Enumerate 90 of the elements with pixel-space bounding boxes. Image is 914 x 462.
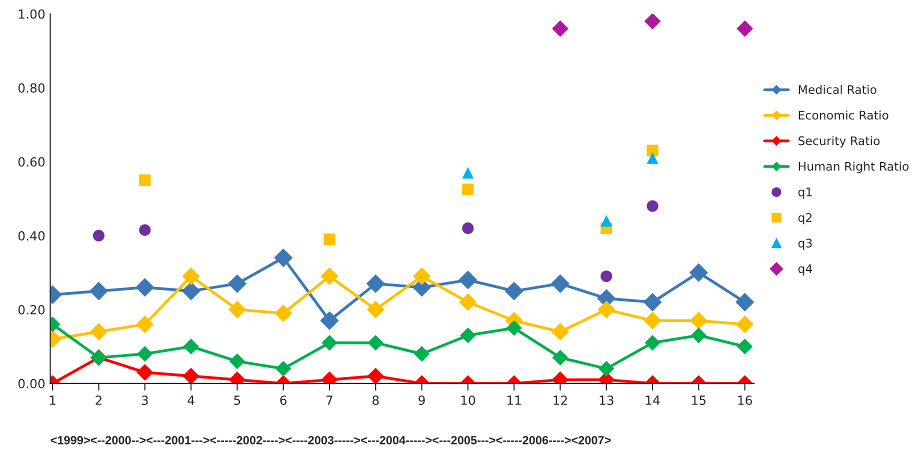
y-tick-label: 0.00 xyxy=(18,378,45,388)
point xyxy=(275,360,292,377)
point xyxy=(644,334,660,351)
x-tick-label: 3 xyxy=(142,395,148,405)
point xyxy=(462,166,474,179)
point xyxy=(600,270,612,282)
point xyxy=(322,334,338,351)
point xyxy=(274,248,293,268)
point xyxy=(736,315,754,334)
point xyxy=(366,274,385,293)
x-tick-label: 10 xyxy=(461,395,476,405)
x-tick-label: 13 xyxy=(600,395,614,405)
point xyxy=(368,334,384,351)
point xyxy=(552,20,568,37)
point xyxy=(459,293,477,311)
point xyxy=(598,300,616,318)
point xyxy=(643,292,662,312)
legend-label: Medical Ratio xyxy=(798,84,876,94)
point xyxy=(320,267,338,286)
x-tick-label: 6 xyxy=(280,395,287,405)
point xyxy=(412,267,431,286)
point xyxy=(462,184,474,196)
point xyxy=(366,300,384,318)
x-tick-label: 8 xyxy=(372,395,379,405)
x-tick-label: 15 xyxy=(692,396,706,405)
point xyxy=(274,304,292,322)
point xyxy=(92,230,105,242)
text: <1999><--2000--><---2001---><-----2002----><----2003-----><---2004-----><---2005---><-----2006----><2007> xyxy=(50,436,611,444)
point xyxy=(367,368,384,384)
y-tick-label: 0.60 xyxy=(18,157,45,167)
x-tick-label: 2 xyxy=(96,395,102,405)
x-tick-label: 11 xyxy=(507,396,521,405)
point xyxy=(506,320,522,336)
point xyxy=(182,368,200,384)
legend-label: q3 xyxy=(798,238,812,250)
legend-label: q1 xyxy=(798,188,812,199)
point xyxy=(136,278,154,297)
legend-label: Security Ratio xyxy=(798,136,880,148)
point xyxy=(136,364,154,381)
point xyxy=(136,315,154,334)
x-tick-label: 12 xyxy=(554,395,567,405)
point xyxy=(644,14,661,30)
x-tick-label: 14 xyxy=(646,396,660,405)
x-tick-label: 4 xyxy=(188,396,194,405)
point xyxy=(736,20,754,37)
point xyxy=(139,174,151,186)
point xyxy=(137,346,153,362)
point xyxy=(689,263,708,282)
point xyxy=(139,224,151,236)
point xyxy=(458,270,478,290)
point xyxy=(646,152,658,164)
x-tick-label: 16 xyxy=(738,395,752,405)
x-tick-label: 5 xyxy=(234,396,240,405)
y-tick-label: 0.20 xyxy=(18,305,45,314)
y-tick-label: 0.40 xyxy=(18,231,45,241)
x-tick-label: 1 xyxy=(50,396,56,405)
point xyxy=(182,282,200,300)
point xyxy=(690,328,707,344)
point xyxy=(228,274,247,293)
legend-label: q4 xyxy=(798,264,812,276)
point xyxy=(462,222,474,234)
y-tick-label: 1.00 xyxy=(18,9,45,19)
y-tick-label: 0.80 xyxy=(18,83,45,93)
point xyxy=(183,338,199,354)
point xyxy=(550,274,570,293)
legend-label: Human Right Ratio xyxy=(798,162,909,174)
point xyxy=(504,282,524,300)
point xyxy=(646,200,658,212)
point xyxy=(551,322,570,341)
point xyxy=(598,360,614,377)
point xyxy=(320,311,339,330)
point xyxy=(89,282,108,300)
legend-label: q2 xyxy=(798,213,812,224)
point xyxy=(600,215,612,227)
point xyxy=(646,144,658,156)
x-tick-label: 9 xyxy=(418,395,425,405)
point xyxy=(460,328,476,344)
point xyxy=(324,234,336,246)
point xyxy=(644,312,662,330)
point xyxy=(228,300,246,318)
point xyxy=(735,292,754,312)
point xyxy=(229,353,246,370)
point xyxy=(690,312,708,330)
point xyxy=(182,267,200,286)
point xyxy=(552,350,568,366)
point xyxy=(90,322,108,341)
x-tick-label: 7 xyxy=(326,396,332,405)
legend-label: Economic Ratio xyxy=(798,110,888,120)
point xyxy=(414,346,430,362)
point xyxy=(736,338,753,354)
